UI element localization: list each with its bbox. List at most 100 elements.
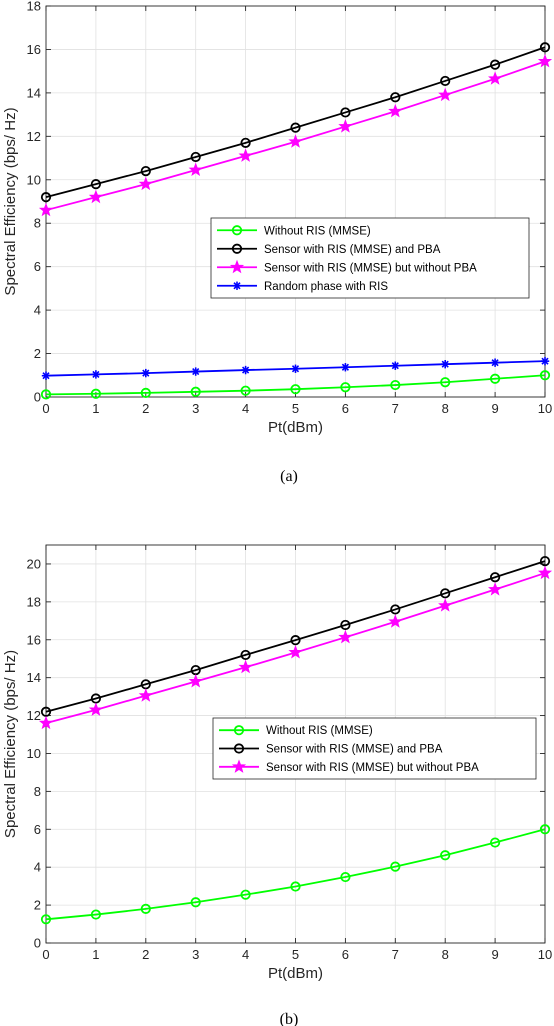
series-3-marker-3	[188, 674, 203, 688]
series-1-marker-4	[240, 385, 251, 396]
series-3-marker-1	[88, 189, 103, 204]
series-3-marker-8	[438, 87, 453, 102]
series-4-marker-5	[291, 364, 300, 373]
x-tick-label: 10	[538, 401, 552, 416]
x-axis-label: Pt(dBm)	[268, 965, 323, 982]
series-1-marker-2	[140, 387, 151, 398]
series-3-marker-2	[138, 176, 153, 191]
series-4-marker-7	[391, 361, 400, 370]
series-1-marker-3	[190, 897, 201, 908]
series-3-marker-7	[388, 103, 403, 118]
series-3-marker-4	[238, 659, 253, 674]
chart-2: 0 1 2 3 4 5 6 7 8 9 10Pt(dBm)02468101214161820Spec…	[2, 544, 552, 1026]
x-tick-label: 0	[42, 401, 49, 416]
series-line	[45, 828, 546, 921]
series-4-marker-8	[441, 359, 450, 369]
series-3-marker-3	[188, 162, 203, 177]
series-2-marker-2	[140, 165, 151, 177]
series-1	[40, 824, 551, 925]
y-tick-label: 16	[27, 632, 41, 647]
legend-3-marker-0	[229, 259, 245, 274]
x-tick-label: 5	[292, 947, 299, 962]
series-2-marker-9	[489, 572, 501, 583]
series-2-marker-5	[290, 635, 301, 646]
x-tick-label: 3	[192, 401, 199, 416]
legend-entry: Without RIS (MMSE)	[217, 225, 371, 237]
series-3-marker-10	[537, 53, 553, 68]
series-3-marker-6	[338, 629, 353, 644]
legend: Without RIS (MMSE) Sensor with RIS (MMSE)…	[210, 217, 530, 299]
y-tick-label: 16	[27, 42, 41, 57]
series-2-marker-10	[539, 42, 551, 53]
legend-entry: Sensor with RIS (MMSE) but without PBA	[219, 759, 479, 774]
series-line	[45, 560, 546, 713]
x-axis-label: Pt(dBm)	[268, 419, 323, 436]
legend-box	[210, 217, 530, 299]
x-tick-label: 3	[192, 947, 199, 962]
series-3-marker-4	[238, 148, 253, 162]
legend-4-marker-0	[232, 281, 242, 290]
legend-label: Random phase with RIS	[264, 281, 388, 293]
y-tick-label: 8	[34, 216, 41, 231]
series-3-marker-8	[438, 598, 453, 612]
series-line	[45, 374, 546, 396]
y-tick-label: 6	[34, 259, 41, 274]
series-1-marker-6	[340, 382, 351, 393]
legend-2-marker-0	[233, 743, 245, 754]
x-axis: 0 1 2 3 4 5 6 7 8 9 10 Pt(dBm)	[42, 545, 552, 982]
x-tick-label: 6	[342, 947, 349, 962]
x-tick-label: 5	[292, 401, 299, 416]
series-1-marker-0	[40, 914, 52, 925]
series-1-marker-6	[340, 871, 351, 883]
series-2-marker-7	[390, 92, 401, 103]
y-tick-label: 6	[34, 822, 41, 837]
series-4	[41, 356, 550, 380]
series-1-marker-4	[240, 889, 251, 900]
y-axis: 0 2 4 6 8 10 12 14 16 18 20 Spectral Efficiency (bp…	[2, 556, 545, 951]
series-2-marker-6	[340, 619, 351, 631]
series-1-marker-1	[90, 909, 102, 920]
series-4-marker-6	[341, 363, 350, 372]
legend-2-marker-0	[231, 243, 243, 254]
series-4-marker-1	[91, 370, 101, 379]
series-3-marker-7	[388, 614, 403, 628]
series-2-marker-7	[390, 604, 401, 615]
series-3-marker-9	[488, 71, 503, 85]
legend-label: Without RIS (MMSE)	[264, 225, 371, 237]
series-2-marker-4	[240, 137, 251, 148]
series-1-marker-10	[539, 370, 551, 381]
legend-3-marker-0	[231, 759, 247, 773]
legend-box	[212, 717, 537, 780]
series-1-marker-5	[290, 384, 301, 395]
x-tick-label: 1	[92, 401, 99, 416]
figure-caption: (a)	[280, 468, 298, 485]
series-4-marker-0	[41, 371, 51, 380]
y-tick-label: 4	[34, 860, 41, 875]
series-1-marker-8	[440, 377, 451, 388]
y-tick-label: 2	[34, 346, 41, 361]
legend-1-marker-0	[231, 225, 243, 236]
series-1-marker-3	[190, 386, 201, 397]
x-tick-label: 8	[442, 401, 449, 416]
y-tick-label: 2	[34, 898, 41, 913]
series-2-marker-3	[190, 151, 201, 163]
series-3-marker-9	[488, 582, 503, 596]
series-4-marker-3	[191, 367, 200, 376]
y-axis-label: Spectral Efficiency (bps/ Hz)	[2, 650, 19, 838]
series-3-marker-1	[88, 702, 103, 716]
series-2	[40, 42, 551, 203]
series-1-marker-0	[40, 389, 52, 400]
legend-label: Sensor with RIS (MMSE) but without PBA	[266, 762, 479, 774]
legend-entry: Without RIS (MMSE)	[219, 725, 373, 737]
x-tick-label: 2	[142, 401, 149, 416]
series-3-marker-5	[288, 645, 303, 659]
legend-entry: Random phase with RIS	[217, 281, 388, 293]
legend: Without RIS (MMSE) Sensor with RIS (MMSE)…	[212, 717, 537, 780]
series-1-marker-1	[90, 388, 102, 399]
y-tick-label: 14	[27, 670, 41, 685]
y-tick-label: 4	[34, 303, 41, 318]
x-axis: 0 1 2 3 4 5 6 7 8 9 10 Pt(dBm)	[42, 6, 552, 436]
legend-label: Without RIS (MMSE)	[266, 725, 373, 737]
legend-entry: Sensor with RIS (MMSE) but without PBA	[217, 259, 477, 274]
figure-caption: (b)	[280, 1011, 299, 1026]
